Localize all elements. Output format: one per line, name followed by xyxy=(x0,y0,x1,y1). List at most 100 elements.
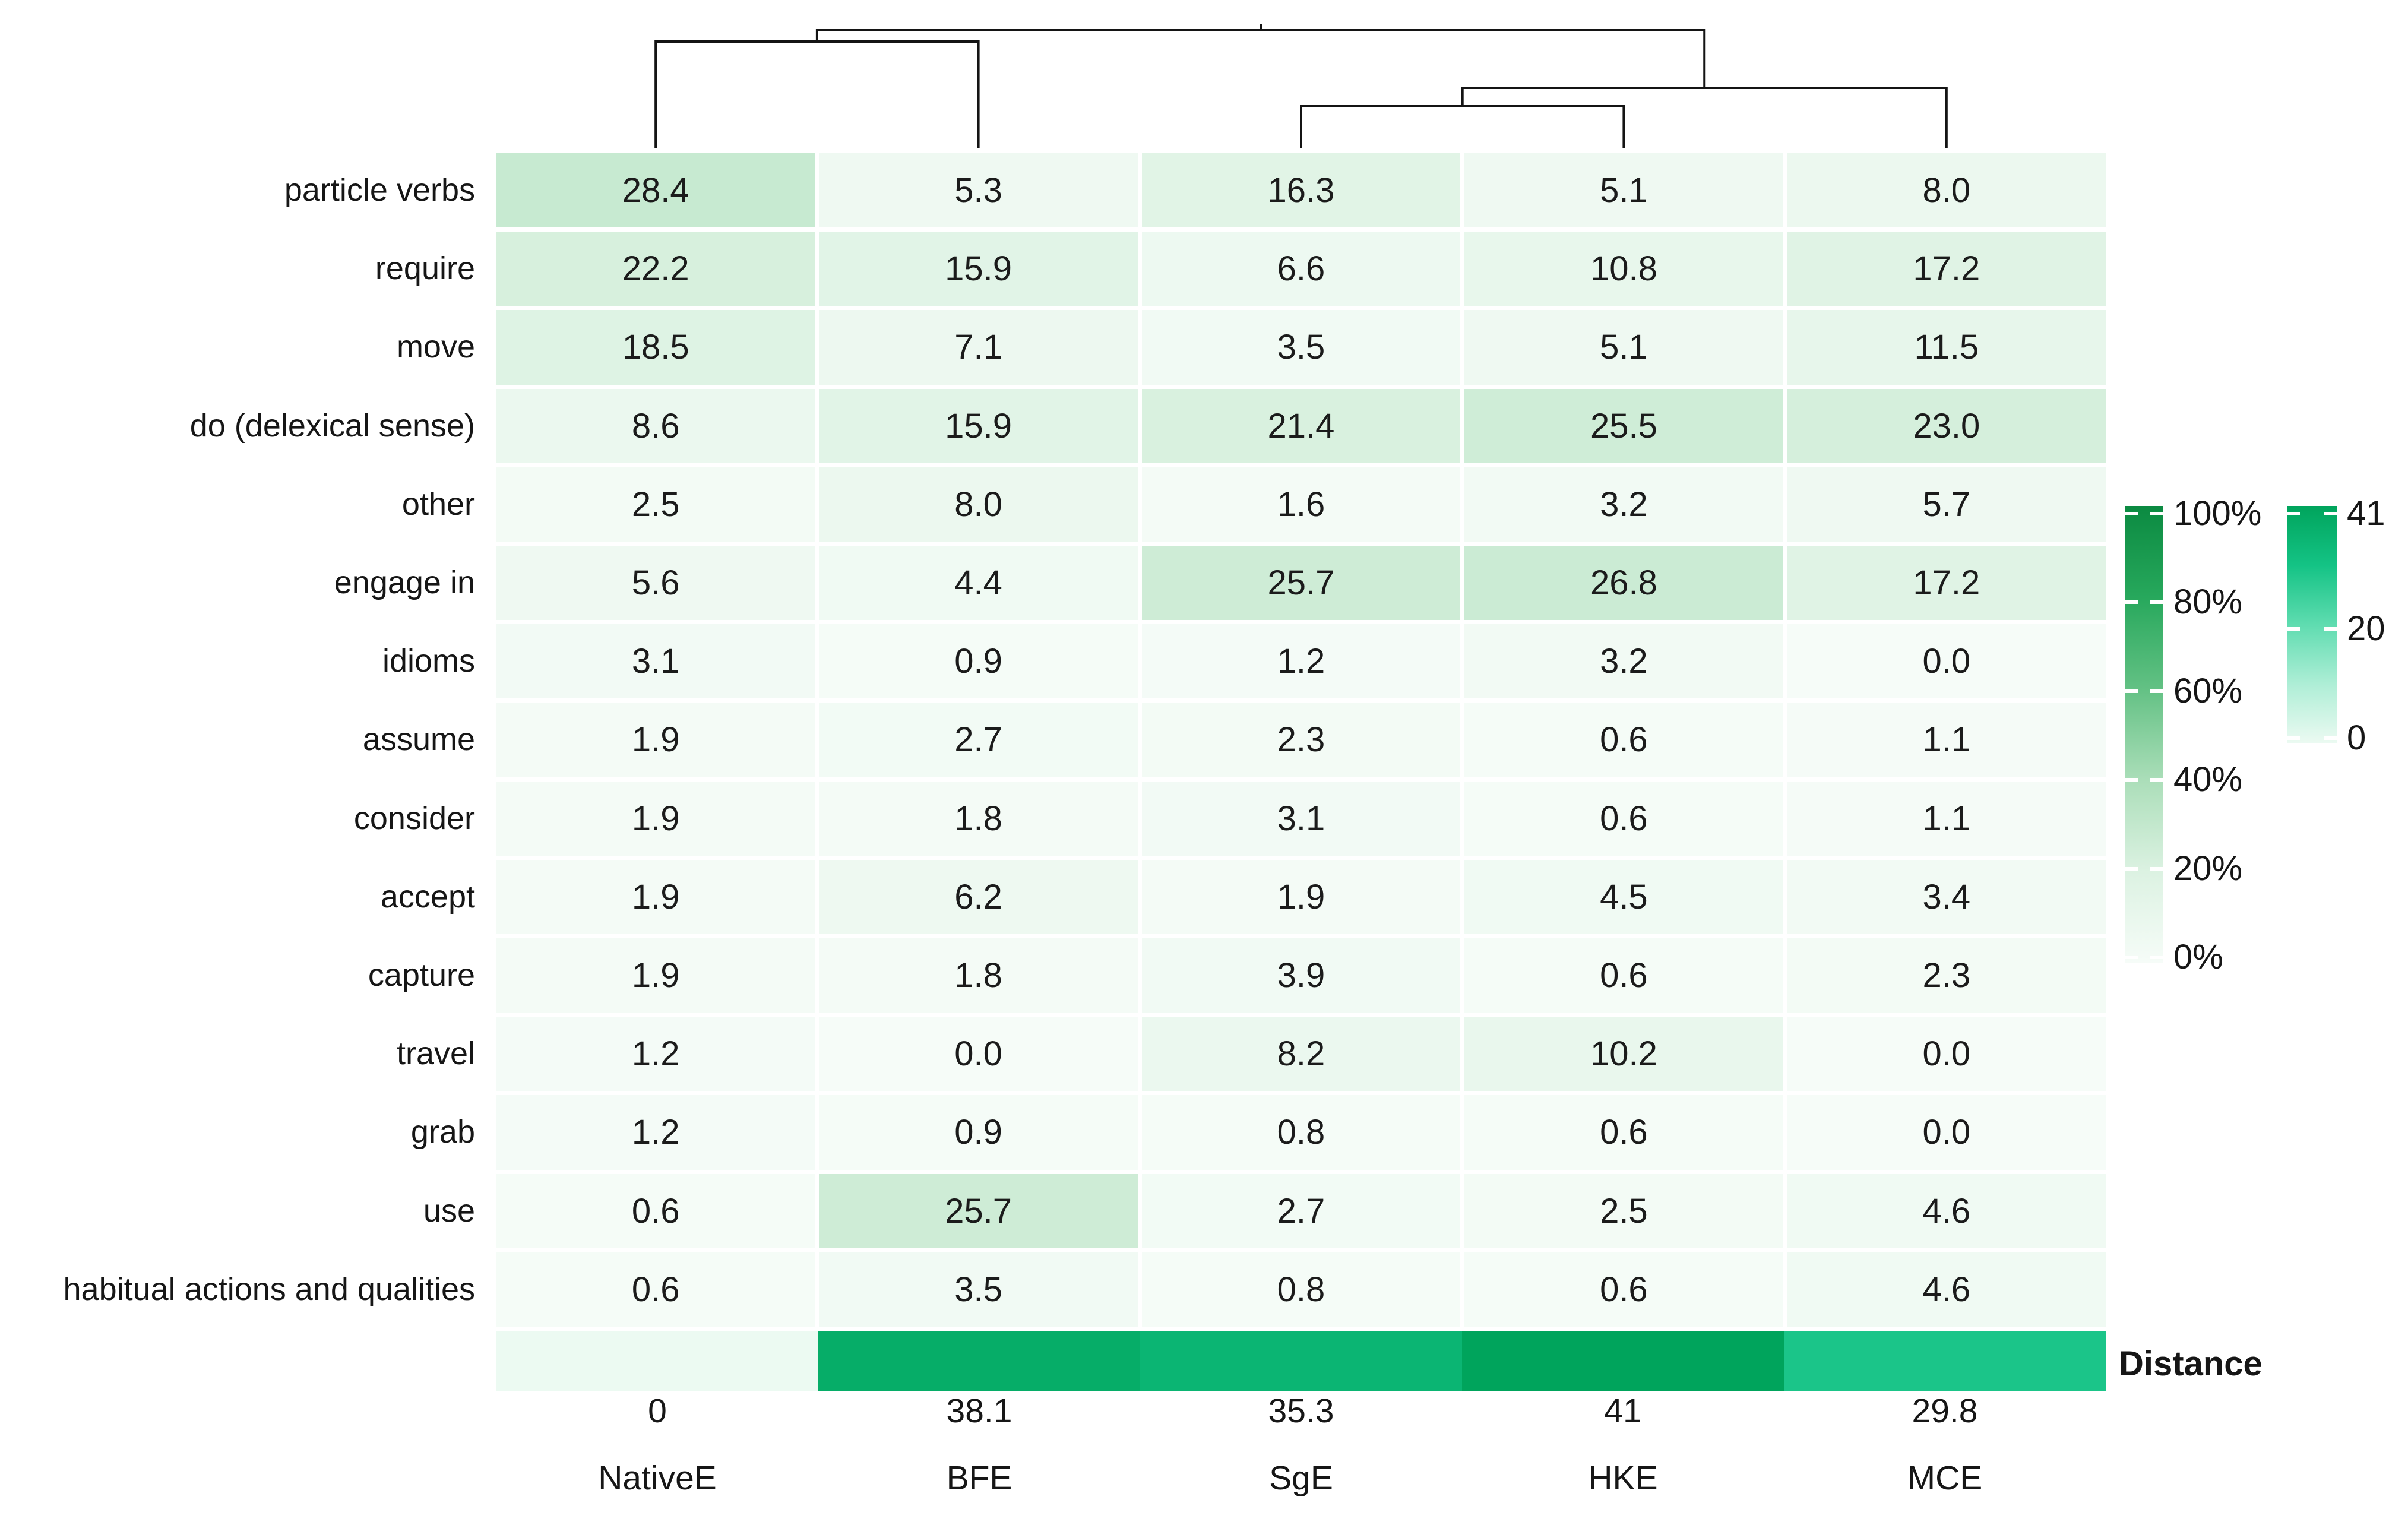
column-label: HKE xyxy=(1588,1459,1658,1497)
heatmap-cell: 0.6 xyxy=(496,1252,815,1327)
legend-tick-label: 80% xyxy=(2173,583,2243,622)
heatmap-cell: 0.6 xyxy=(1464,703,1783,777)
row-label: move xyxy=(396,329,475,365)
legend-tick-mark xyxy=(2125,956,2138,959)
heatmap-cell: 4.5 xyxy=(1464,859,1783,934)
distance-value: 0 xyxy=(648,1392,667,1430)
legend-tick-mark xyxy=(2324,736,2337,740)
heatmap-cell: 1.2 xyxy=(496,1095,815,1170)
legend-tick-mark xyxy=(2287,736,2300,740)
heatmap-cell: 28.4 xyxy=(496,153,815,228)
legend-tick-mark xyxy=(2150,689,2163,693)
heatmap-cell: 5.7 xyxy=(1787,467,2106,542)
heatmap-cell: 0.0 xyxy=(819,1017,1138,1091)
heatmap-cell: 0.6 xyxy=(1464,1095,1783,1170)
heatmap-cell: 0.0 xyxy=(1787,1017,2106,1091)
legend-tick-mark xyxy=(2150,866,2163,871)
heatmap-cell: 2.5 xyxy=(496,467,815,542)
distance-cell xyxy=(1140,1331,1462,1391)
row-label: particle verbs xyxy=(284,172,475,208)
row-label: habitual actions and qualities xyxy=(63,1271,475,1307)
dendrogram-branch xyxy=(1461,87,1948,148)
heatmap-cell: 0.0 xyxy=(1787,1095,2106,1170)
column-label: NativeE xyxy=(598,1459,717,1497)
legend-tick-mark xyxy=(2125,512,2138,515)
legend-tick-mark xyxy=(2150,600,2163,605)
column-labels-row: NativeE BFE SgE HKE MCE xyxy=(496,1461,2106,1496)
heatmap-cell: 1.8 xyxy=(819,938,1138,1013)
heatmap-cell: 16.3 xyxy=(1141,153,1461,228)
distance-value: 35.3 xyxy=(1268,1392,1334,1430)
distance-value: 38.1 xyxy=(946,1392,1012,1430)
heatmap-cell: 17.2 xyxy=(1787,545,2106,621)
heatmap-cell: 26.8 xyxy=(1464,545,1783,621)
column-label: SgE xyxy=(1269,1459,1333,1497)
heatmap-cell: 10.2 xyxy=(1464,1017,1783,1091)
column-label: MCE xyxy=(1907,1459,1983,1497)
row-label: require xyxy=(375,251,475,287)
heatmap-cell: 3.5 xyxy=(819,1252,1138,1327)
heatmap-cell: 1.9 xyxy=(496,781,815,856)
legend-distance-gradient-bar xyxy=(2287,506,2337,743)
legend-tick-mark xyxy=(2150,512,2163,515)
heatmap-cell: 3.1 xyxy=(496,624,815,699)
heatmap-cell: 1.9 xyxy=(496,859,815,934)
heatmap-cell: 8.0 xyxy=(1787,153,2106,228)
heatmap-cell: 1.2 xyxy=(1141,624,1461,699)
heatmap-cell: 3.1 xyxy=(1141,781,1461,856)
heatmap-grid: 28.4 5.3 16.3 5.1 8.0 22.2 15.9 6.6 10.8 17.2 18.5… xyxy=(496,153,2106,1327)
row-label: assume xyxy=(362,722,475,758)
legend-tick-label: 20 xyxy=(2347,609,2385,648)
heatmap-cell: 18.5 xyxy=(496,310,815,385)
heatmap-cell: 2.7 xyxy=(819,703,1138,777)
row-label: use xyxy=(423,1192,475,1229)
heatmap-cell: 21.4 xyxy=(1141,388,1461,463)
heatmap-cell: 4.6 xyxy=(1787,1252,2106,1327)
legend-tick-label: 41 xyxy=(2347,494,2385,533)
heatmap-cell: 8.2 xyxy=(1141,1017,1461,1091)
heatmap-cell: 3.5 xyxy=(1141,310,1461,385)
dendrogram-branch xyxy=(815,29,1706,88)
heatmap-cell: 0.6 xyxy=(496,1173,815,1248)
heatmap-cell: 8.0 xyxy=(819,467,1138,542)
heatmap-cell: 1.9 xyxy=(1141,859,1461,934)
row-label: grab xyxy=(410,1114,475,1150)
heatmap-cell: 23.0 xyxy=(1787,388,2106,463)
heatmap-cell: 3.2 xyxy=(1464,624,1783,699)
heatmap-cell: 2.7 xyxy=(1141,1173,1461,1248)
legend-tick-label: 100% xyxy=(2173,494,2262,533)
heatmap-cell: 2.5 xyxy=(1464,1173,1783,1248)
heatmap-cell: 4.4 xyxy=(819,545,1138,621)
heatmap-cell: 0.6 xyxy=(1464,1252,1783,1327)
dendrogram-branch xyxy=(1300,105,1625,148)
legend-tick-mark xyxy=(2150,778,2163,782)
legend-tick-label: 0 xyxy=(2347,719,2366,757)
legend-tick-label: 0% xyxy=(2173,938,2223,976)
heatmap-cell: 0.9 xyxy=(819,624,1138,699)
heatmap-cell: 1.1 xyxy=(1787,703,2106,777)
legend-tick-mark xyxy=(2125,600,2138,605)
heatmap-cell: 25.7 xyxy=(1141,545,1461,621)
distance-row-title: Distance xyxy=(2119,1344,2263,1383)
row-label: capture xyxy=(368,957,475,993)
dendrogram-branch xyxy=(654,40,980,148)
legend-tick-mark xyxy=(2125,689,2138,693)
legend-tick-mark xyxy=(2287,512,2300,515)
column-label: BFE xyxy=(946,1459,1012,1497)
heatmap-cell: 0.9 xyxy=(819,1095,1138,1170)
legend-percent-gradient-bar xyxy=(2125,506,2163,963)
legend-tick-mark xyxy=(2125,778,2138,782)
heatmap-cell: 8.6 xyxy=(496,388,815,463)
heatmap-cell: 0.6 xyxy=(1464,938,1783,1013)
legend-tick-label: 60% xyxy=(2173,671,2243,710)
heatmap-cell: 7.1 xyxy=(819,310,1138,385)
heatmap-cell: 11.5 xyxy=(1787,310,2106,385)
distance-cell xyxy=(1462,1331,1784,1391)
heatmap-cell: 5.3 xyxy=(819,153,1138,228)
distance-value: 41 xyxy=(1604,1392,1642,1430)
legend-tick-mark xyxy=(2324,627,2337,631)
heatmap-cell: 0.0 xyxy=(1787,624,2106,699)
heatmap-cell: 25.5 xyxy=(1464,388,1783,463)
distance-cell xyxy=(1784,1331,2106,1391)
